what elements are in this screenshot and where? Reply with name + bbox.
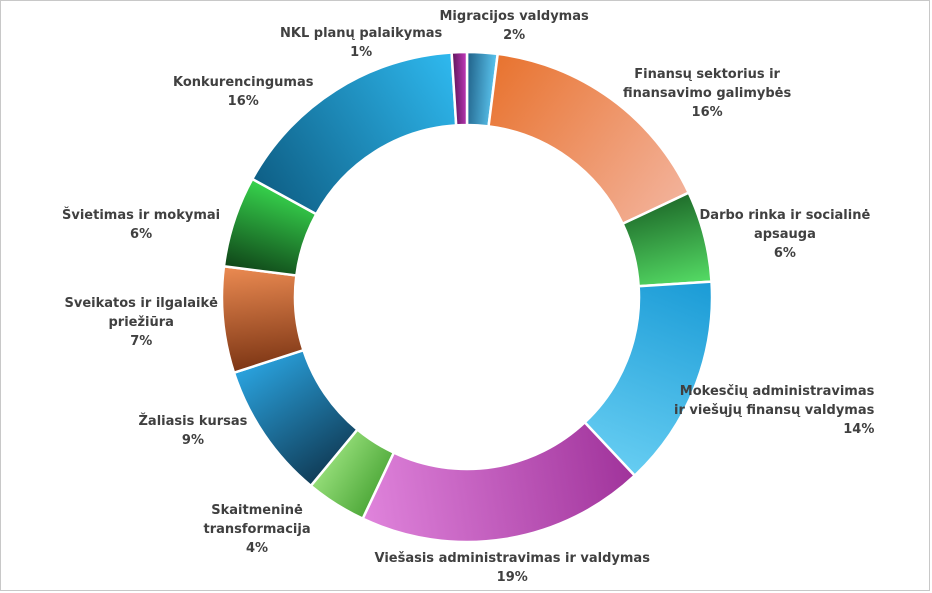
slice-category-label: Konkurencingumas (173, 75, 314, 90)
slice-value-label: 1% (350, 45, 373, 60)
slice-category-label: ir viešųjų finansų valdymas (674, 403, 875, 418)
slice-value-label: 16% (227, 94, 259, 109)
slice-category-label: Darbo rinka ir socialinė (699, 208, 871, 223)
slice-category-label: Skaitmeninė (211, 503, 303, 518)
label-mokesciu-administravimas: Mokesčių administravimas ir viešųjų finan… (674, 382, 874, 439)
slice-category-label: Sveikatos ir ilgalaikė (64, 296, 218, 311)
label-svietimas-ir-mokymai: Švietimas ir mokymai 6% (62, 206, 220, 244)
label-migracijos-valdymas: Migracijos valdymas 2% (440, 7, 589, 45)
slice-category-label: Švietimas ir mokymai (62, 208, 221, 223)
slice-category-label: Migracijos valdymas (439, 9, 589, 24)
slice-category-label: Viešasis administravimas ir valdymas (374, 551, 650, 566)
slice-value-label: 4% (246, 541, 269, 556)
slice-nkl-planu-palaikymas (450, 50, 469, 127)
label-zaliasis-kursas: Žaliasis kursas 9% (139, 412, 248, 450)
slice-viesasis-administravimas-ir-valdymas (361, 420, 637, 544)
slice-value-label: 16% (691, 105, 723, 120)
label-nkl-planu-palaikymas: NKL planų palaikymas 1% (280, 24, 442, 62)
slice-category-label: NKL planų palaikymas (280, 26, 443, 41)
label-konkurencingumas: Konkurencingumas 16% (173, 73, 313, 111)
label-viesasis-administravimas-ir-valdymas: Viešasis administravimas ir valdymas 19% (375, 549, 650, 587)
slice-value-label: 6% (130, 227, 153, 242)
slice-value-label: 19% (496, 570, 528, 585)
slice-value-label: 9% (181, 433, 204, 448)
slice-value-label: 6% (773, 246, 796, 261)
label-finansu-sektorius-ir: Finansų sektorius ir finansavimo galimybė… (623, 65, 791, 122)
slice-value-label: 14% (843, 422, 875, 437)
slice-category-label: finansavimo galimybės (623, 86, 792, 101)
slice-value-label: 7% (130, 334, 153, 349)
slice-category-label: transformacija (203, 522, 311, 537)
label-sveikatos-ir-ilgalaike: Sveikatos ir ilgalaikė priežiūra 7% (65, 294, 218, 351)
slice-category-label: priežiūra (108, 315, 174, 330)
slice-category-label: apsauga (753, 227, 816, 242)
label-skaitmenine: Skaitmeninė transformacija 4% (204, 501, 311, 558)
slice-category-label: Mokesčių administravimas (679, 384, 875, 399)
slice-category-label: Žaliasis kursas (138, 414, 248, 429)
slice-value-label: 2% (503, 28, 526, 43)
slice-category-label: Finansų sektorius ir (634, 67, 780, 82)
label-darbo-rinka-ir-socialine: Darbo rinka ir socialinė apsauga 6% (700, 206, 871, 263)
